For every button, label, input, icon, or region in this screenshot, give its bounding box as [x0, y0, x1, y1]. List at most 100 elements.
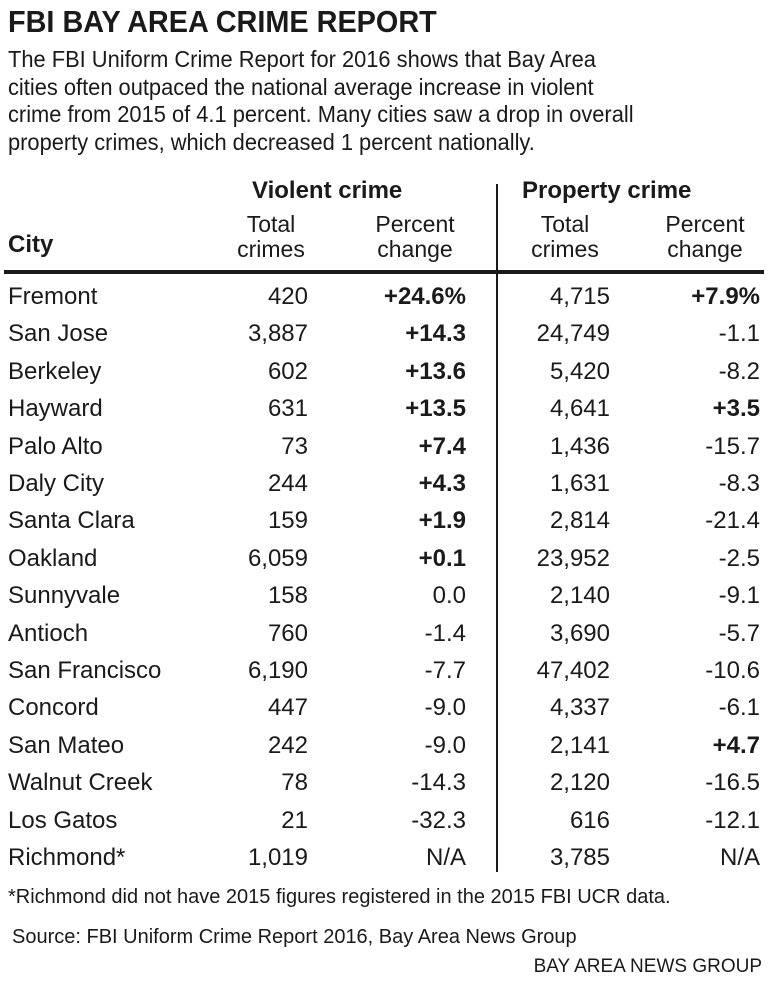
property-total-cell: 3,785 — [549, 844, 610, 871]
violent-pct-cell: +1.9 — [418, 507, 466, 535]
property-total-cell: 2,140 — [549, 582, 610, 610]
violent-total-cell: 602 — [267, 357, 308, 385]
property-total-cell: 2,141 — [549, 731, 610, 759]
header-line: Total — [540, 211, 590, 237]
violent-pct-cell: +4.3 — [418, 470, 466, 497]
table-row: Sunnyvale 158 0.0 2,140 -9.1 — [0, 582, 768, 619]
property-pct-cell: -10.6 — [705, 657, 760, 684]
table-row: Santa Clara 159 +1.9 2,814 -21.4 — [0, 507, 768, 544]
header-line: crimes — [237, 236, 305, 262]
table-row: Concord 447 -9.0 4,337 -6.1 — [0, 694, 768, 731]
subtitle-line: cities often outpaced the national avera… — [8, 73, 594, 100]
city-cell: San Francisco — [8, 657, 162, 684]
subtitle-line: crime from 2015 of 4.1 percent. Many cit… — [8, 101, 634, 127]
violent-pct-cell: +0.1 — [418, 544, 466, 572]
table-row: Fremont 420 +24.6% 4,715 +7.9% — [0, 283, 768, 320]
column-header-violent-total: Total crimes — [226, 212, 316, 262]
city-cell: Fremont — [8, 283, 98, 310]
city-cell: Los Gatos — [8, 806, 118, 834]
city-cell: Hayward — [8, 395, 103, 423]
city-cell: Berkeley — [8, 357, 102, 385]
property-pct-cell: +3.5 — [712, 395, 760, 423]
property-total-cell: 47,402 — [536, 657, 610, 684]
column-divider — [496, 184, 498, 872]
table-row: San Francisco 6,190 -7.7 47,402 -10.6 — [0, 657, 768, 694]
property-pct-cell: +7.9% — [691, 283, 760, 310]
source: Source: FBI Uniform Crime Report 2016, B… — [12, 926, 577, 948]
property-pct-cell: -12.1 — [705, 806, 760, 834]
city-cell: Palo Alto — [8, 432, 103, 460]
violent-pct-cell: N/A — [425, 844, 466, 871]
header-line: change — [667, 236, 743, 262]
property-pct-cell: -8.2 — [718, 357, 760, 385]
header-line: Percent — [375, 211, 455, 237]
property-pct-cell: -9.1 — [718, 582, 760, 610]
table-row: San Mateo 242 -9.0 2,141 +4.7 — [0, 732, 768, 769]
city-cell: Oakland — [8, 544, 98, 572]
violent-total-cell: 159 — [267, 507, 308, 535]
property-total-cell: 4,337 — [549, 694, 610, 722]
property-pct-cell: -1.1 — [718, 320, 760, 348]
header-line: Total — [246, 211, 296, 237]
header-line: Percent — [665, 211, 745, 237]
violent-pct-cell: -7.7 — [424, 657, 466, 684]
column-header-violent-pct: Percent change — [360, 212, 470, 262]
credit: BAY AREA NEWS GROUP — [533, 956, 762, 977]
property-total-cell: 3,690 — [549, 619, 610, 647]
violent-pct-cell: +14.3 — [405, 320, 466, 348]
violent-total-cell: 242 — [267, 731, 308, 759]
property-total-cell: 1,631 — [549, 470, 610, 497]
violent-total-cell: 78 — [281, 769, 308, 797]
column-header-city: City — [8, 231, 54, 258]
property-total-cell: 2,814 — [549, 507, 610, 535]
property-pct-cell: -16.5 — [705, 769, 760, 797]
property-pct-cell: N/A — [719, 844, 760, 871]
header-line: change — [377, 236, 453, 262]
page-title: FBI BAY AREA CRIME REPORT — [8, 4, 437, 39]
violent-pct-cell: +13.5 — [405, 395, 466, 423]
violent-total-cell: 1,019 — [247, 844, 308, 871]
violent-total-cell: 73 — [281, 432, 308, 460]
property-pct-cell: -5.7 — [718, 619, 760, 647]
column-header-property-pct: Percent change — [650, 212, 760, 262]
table-row: Walnut Creek 78 -14.3 2,120 -16.5 — [0, 769, 768, 806]
city-cell: Concord — [8, 694, 99, 722]
violent-pct-cell: -32.3 — [411, 806, 466, 834]
city-cell: Sunnyvale — [8, 582, 121, 610]
column-header-property-total: Total crimes — [520, 212, 610, 262]
table-row: Hayward 631 +13.5 4,641 +3.5 — [0, 395, 768, 432]
violent-pct-cell: -14.3 — [411, 769, 466, 797]
city-cell: San Jose — [8, 320, 109, 348]
city-cell: Santa Clara — [8, 507, 135, 535]
property-pct-cell: -15.7 — [705, 432, 760, 460]
property-total-cell: 1,436 — [549, 432, 610, 460]
table-row: Berkeley 602 +13.6 5,420 -8.2 — [0, 358, 768, 395]
violent-pct-cell: +13.6 — [405, 357, 466, 385]
violent-pct-cell: -1.4 — [424, 619, 466, 647]
property-total-cell: 616 — [569, 806, 610, 834]
violent-pct-cell: +7.4 — [418, 432, 466, 460]
city-cell: San Mateo — [8, 731, 125, 759]
table-row: San Jose 3,887 +14.3 24,749 -1.1 — [0, 320, 768, 357]
city-cell: Antioch — [8, 619, 89, 647]
violent-total-cell: 420 — [267, 283, 308, 310]
violent-total-cell: 244 — [267, 470, 308, 497]
header-rule — [4, 270, 764, 274]
table-row: Los Gatos 21 -32.3 616 -12.1 — [0, 807, 768, 844]
property-total-cell: 5,420 — [549, 357, 610, 385]
property-pct-cell: -8.3 — [718, 470, 760, 497]
table-row: Antioch 760 -1.4 3,690 -5.7 — [0, 620, 768, 657]
violent-pct-cell: -9.0 — [424, 694, 466, 722]
violent-total-cell: 158 — [267, 582, 308, 610]
subtitle-line: The FBI Uniform Crime Report for 2016 sh… — [8, 46, 596, 72]
table-row: Richmond* 1,019 N/A 3,785 N/A — [0, 844, 768, 881]
property-total-cell: 2,120 — [549, 769, 610, 797]
group-header-violent: Violent crime — [252, 177, 403, 204]
property-pct-cell: +4.7 — [712, 731, 760, 759]
group-header-property: Property crime — [522, 177, 692, 204]
city-cell: Richmond* — [8, 844, 126, 871]
subtitle: The FBI Uniform Crime Report for 2016 sh… — [8, 46, 681, 156]
property-total-cell: 4,715 — [549, 283, 610, 310]
header-line: crimes — [531, 236, 599, 262]
violent-pct-cell: -9.0 — [424, 731, 466, 759]
